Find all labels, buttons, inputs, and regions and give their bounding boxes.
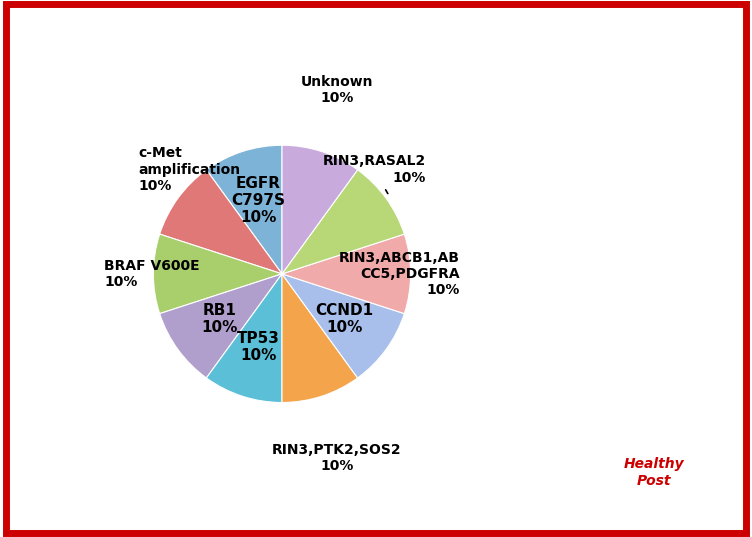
Text: RIN3,PTK2,SOS2
10%: RIN3,PTK2,SOS2 10% [272,442,402,473]
Wedge shape [206,274,282,403]
Text: Healthy
Post: Healthy Post [624,458,684,488]
Text: Unknown
10%: Unknown 10% [301,75,373,105]
Wedge shape [282,145,358,274]
Text: RIN3,ABCB1,AB
CC5,PDGFRA
10%: RIN3,ABCB1,AB CC5,PDGFRA 10% [338,251,459,297]
Wedge shape [159,274,282,378]
Text: CCND1
10%: CCND1 10% [315,303,374,336]
Text: c-Met
amplification
10%: c-Met amplification 10% [138,146,241,193]
Wedge shape [282,274,405,378]
Text: RB1
10%: RB1 10% [202,303,238,336]
Wedge shape [159,170,282,274]
Text: TP53
10%: TP53 10% [237,331,280,364]
Text: EGFR
C797S
10%: EGFR C797S 10% [231,176,285,226]
Wedge shape [206,145,282,274]
Wedge shape [153,234,282,314]
Text: BRAF V600E
10%: BRAF V600E 10% [105,259,200,289]
Wedge shape [282,274,358,403]
Wedge shape [282,170,405,274]
Wedge shape [282,234,411,314]
Text: RIN3,RASAL2
10%: RIN3,RASAL2 10% [323,155,426,193]
